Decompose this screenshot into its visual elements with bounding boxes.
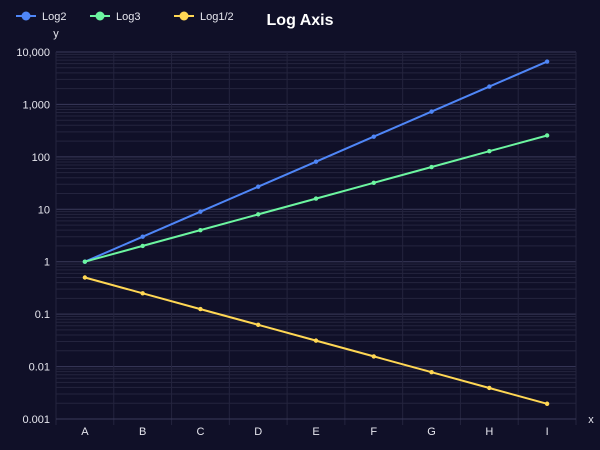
x-tick-label: B	[139, 426, 146, 438]
data-point-log1-2	[140, 291, 145, 296]
grid-lines	[55, 51, 577, 425]
y-tick-label: 0.01	[29, 362, 50, 374]
legend-marker	[95, 11, 105, 21]
x-tick-label: D	[254, 426, 262, 438]
data-point-log3	[429, 164, 434, 170]
legend-label: Log2	[42, 11, 66, 23]
legend-marker	[179, 11, 189, 21]
data-point-log1-2	[371, 354, 376, 359]
legend-item-log1-2[interactable]: Log1/2	[174, 11, 234, 23]
data-point-log3	[256, 212, 261, 217]
data-point-log2	[198, 209, 203, 214]
legend-item-log2[interactable]: Log2	[16, 11, 66, 23]
y-tick-label: 10,000	[16, 47, 50, 59]
data-point-log3	[487, 149, 492, 154]
data-point-log1-2	[82, 275, 88, 280]
data-point-log2	[256, 184, 261, 189]
axes: 0.001 0.01 0.1 1 10 100 1,000 10,000 A B C D E F G H I	[16, 47, 576, 438]
x-tick-label: E	[312, 426, 319, 438]
x-tick-label: G	[427, 426, 436, 438]
series-log3	[82, 133, 550, 264]
series-lines	[82, 59, 550, 406]
data-point-log3	[82, 259, 88, 264]
data-point-log1-2	[313, 338, 319, 343]
y-axis-title: y	[53, 28, 59, 40]
y-tick-label: 1,000	[22, 99, 50, 111]
data-point-log1-2	[256, 322, 261, 328]
y-tick-label: 0.1	[35, 309, 50, 321]
y-tick-label: 0.001	[22, 414, 50, 426]
x-tick-label: A	[81, 426, 89, 438]
x-tick-label: I	[546, 426, 549, 438]
data-point-log3	[198, 227, 203, 233]
data-point-log2	[487, 84, 492, 89]
data-point-log1-2	[544, 401, 550, 406]
legend-marker	[21, 11, 31, 21]
data-point-log3	[544, 133, 550, 138]
data-point-log2	[429, 109, 434, 114]
legend[interactable]: Log2 Log3 Log1/2	[16, 11, 234, 23]
data-point-log3	[313, 196, 319, 201]
data-point-log2	[140, 234, 145, 239]
legend-item-log3[interactable]: Log3	[90, 11, 140, 23]
data-point-log3	[371, 180, 376, 186]
x-tick-label: H	[485, 426, 493, 438]
series-log1-2	[82, 275, 550, 406]
legend-label: Log1/2	[200, 11, 234, 23]
chart-title: Log Axis	[267, 12, 334, 29]
data-point-log1-2	[429, 369, 434, 375]
data-point-log1-2	[198, 306, 203, 312]
y-tick-label: 10	[38, 204, 50, 216]
y-tick-label: 1	[44, 257, 50, 269]
data-point-log2	[544, 59, 550, 64]
legend-label: Log3	[116, 11, 140, 23]
x-tick-label: F	[370, 426, 377, 438]
x-axis-title: x	[588, 414, 594, 426]
x-tick-label: C	[196, 426, 204, 438]
data-point-log2	[313, 159, 319, 164]
data-point-log2	[371, 134, 376, 139]
data-point-log3	[140, 243, 145, 249]
data-point-log1-2	[487, 385, 492, 391]
y-tick-label: 100	[32, 152, 50, 164]
